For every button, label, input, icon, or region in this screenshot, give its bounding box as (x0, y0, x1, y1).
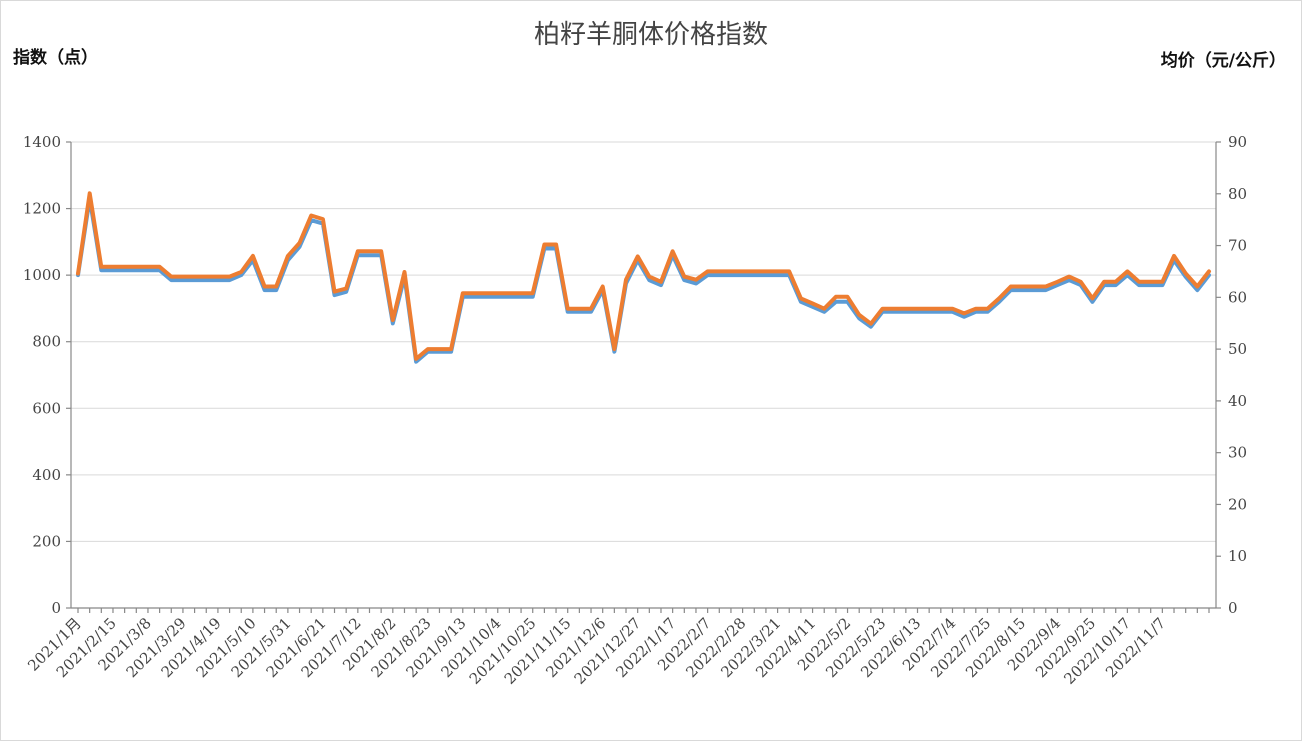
right-tick-label: 40 (1228, 392, 1247, 410)
left-tick-label: 200 (32, 532, 61, 550)
chart-title: 柏籽羊胴体价格指数 (534, 20, 768, 50)
left-tick-label: 800 (32, 333, 61, 351)
right-tick-label: 50 (1228, 340, 1247, 358)
right-tick-label: 30 (1228, 444, 1247, 462)
series-line-price (76, 191, 1211, 361)
left-axis-label: 指数（点） (13, 47, 98, 68)
left-tick-label: 1000 (23, 266, 61, 284)
right-axis-ticks: 0 10 20 30 40 50 60 70 80 90 (1228, 133, 1247, 617)
axes (66, 141, 1221, 613)
left-tick-label: 600 (32, 399, 61, 417)
left-tick-label: 1400 (23, 133, 61, 151)
right-tick-label: 20 (1228, 495, 1247, 513)
x-axis-ticks: 2021/1月2021/2/152021/3/82021/3/292021/4/… (24, 614, 1169, 688)
right-tick-label: 60 (1228, 288, 1247, 306)
series-lines (76, 191, 1211, 364)
left-tick-label: 400 (32, 466, 61, 484)
right-tick-label: 0 (1228, 599, 1238, 617)
series-line-index (76, 196, 1211, 364)
left-tick-label: 1200 (23, 200, 61, 218)
gridlines (71, 141, 1216, 542)
right-tick-label: 80 (1228, 185, 1247, 203)
right-axis-label: 均价（元/公斤） (1161, 50, 1286, 71)
left-axis-ticks: 0 200 400 600 800 1000 1200 1400 (23, 133, 61, 617)
right-tick-label: 70 (1228, 237, 1247, 255)
left-tick-label: 0 (51, 599, 61, 617)
right-tick-label: 10 (1228, 547, 1247, 565)
right-tick-label: 90 (1228, 133, 1247, 151)
